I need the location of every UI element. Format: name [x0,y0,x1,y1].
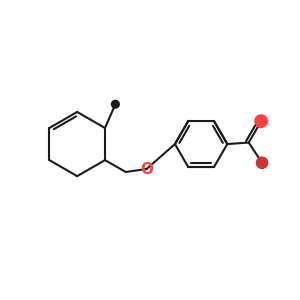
Circle shape [256,157,268,168]
Text: O: O [140,161,153,176]
Circle shape [255,115,267,128]
Circle shape [112,100,119,108]
